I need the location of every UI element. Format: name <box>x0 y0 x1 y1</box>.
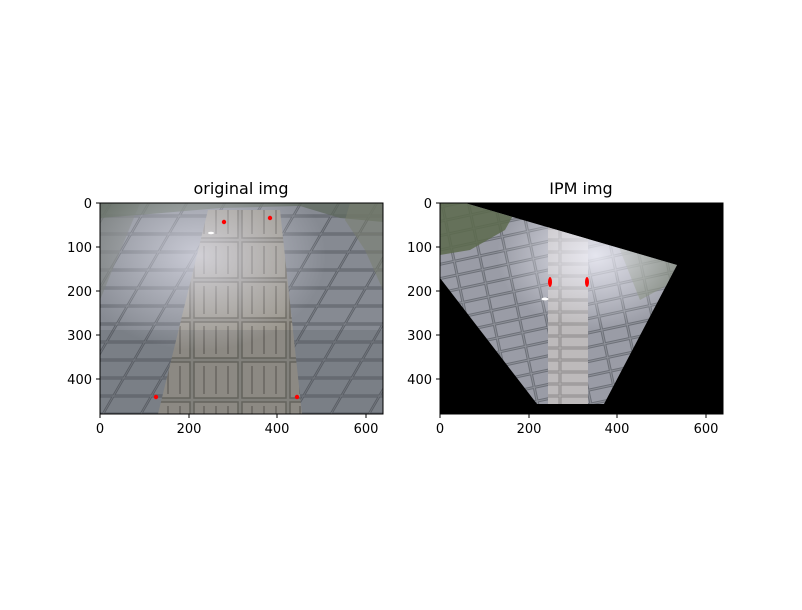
x-tick-label: 600 <box>694 422 719 437</box>
axes-frame-left <box>99 202 384 415</box>
calibration-markers-ipm <box>548 277 589 287</box>
x-tick-label: 0 <box>96 422 104 437</box>
x-axis-left: 0 200 400 600 <box>96 414 379 437</box>
panel-title-left: original img <box>193 179 288 198</box>
y-tick-label: 400 <box>67 373 92 388</box>
x-tick-label: 200 <box>517 422 542 437</box>
y-tick-label: 200 <box>67 285 92 300</box>
y-tick-label: 400 <box>407 373 432 388</box>
y-tick-label: 100 <box>67 241 92 256</box>
y-tick-label: 0 <box>84 197 92 212</box>
original-photo <box>100 203 383 414</box>
y-tick-label: 300 <box>407 329 432 344</box>
x-tick-label: 400 <box>265 422 290 437</box>
marker-point <box>294 394 300 400</box>
x-tick-label: 400 <box>605 422 630 437</box>
calibration-markers-original <box>153 215 300 400</box>
marker-point <box>221 219 227 225</box>
marker-point <box>585 277 589 287</box>
x-tick-label: 200 <box>177 422 202 437</box>
panel-title-right: IPM img <box>549 179 612 198</box>
ipm-image-panel: IPM img 0 200 400 600 0 100 200 300 400 <box>407 179 724 437</box>
marker-point <box>153 394 159 400</box>
x-axis-right: 0 200 400 600 <box>436 414 719 437</box>
marker-point <box>548 277 552 287</box>
y-axis-left: 0 100 200 300 400 <box>67 197 100 388</box>
y-axis-right: 0 100 200 300 400 <box>407 197 440 388</box>
marker-point <box>267 215 273 221</box>
original-image-panel: original img 0 200 400 600 0 100 200 300… <box>67 179 384 437</box>
x-tick-label: 0 <box>436 422 444 437</box>
y-tick-label: 100 <box>407 241 432 256</box>
axes-frame-right <box>439 202 724 415</box>
y-tick-label: 300 <box>67 329 92 344</box>
y-tick-label: 0 <box>424 197 432 212</box>
x-tick-label: 600 <box>354 422 379 437</box>
y-tick-label: 200 <box>407 285 432 300</box>
